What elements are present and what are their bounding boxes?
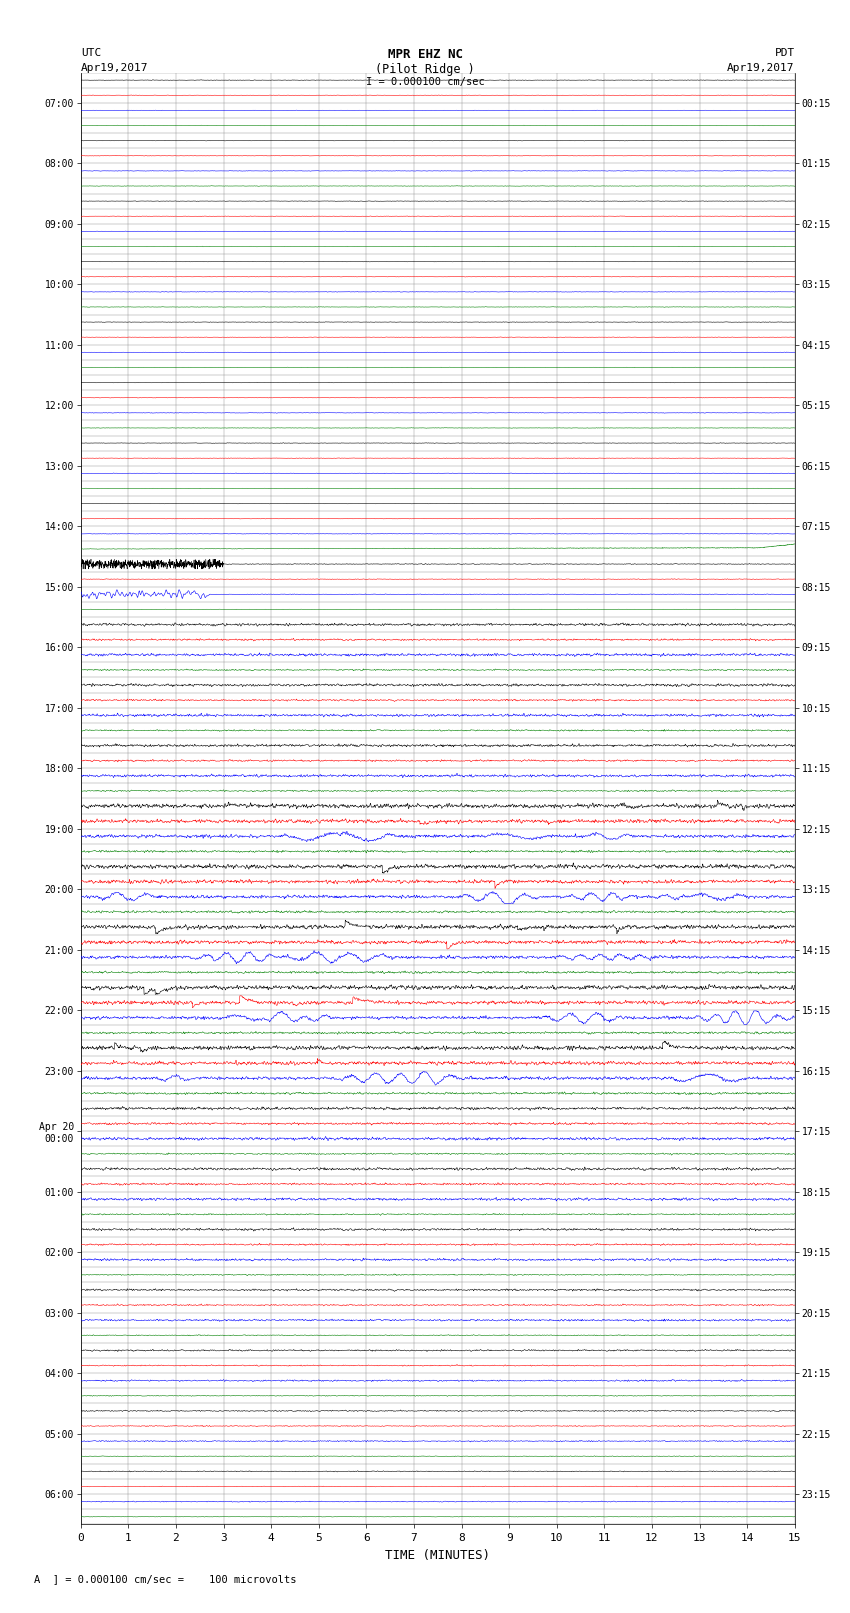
Text: MPR EHZ NC: MPR EHZ NC — [388, 48, 462, 61]
Text: Apr19,2017: Apr19,2017 — [728, 63, 795, 73]
Text: (Pilot Ridge ): (Pilot Ridge ) — [375, 63, 475, 76]
Text: Apr19,2017: Apr19,2017 — [81, 63, 148, 73]
Text: I = 0.000100 cm/sec: I = 0.000100 cm/sec — [366, 77, 484, 87]
Text: A  ] = 0.000100 cm/sec =    100 microvolts: A ] = 0.000100 cm/sec = 100 microvolts — [34, 1574, 297, 1584]
Text: PDT: PDT — [774, 48, 795, 58]
X-axis label: TIME (MINUTES): TIME (MINUTES) — [385, 1548, 490, 1561]
Text: UTC: UTC — [81, 48, 101, 58]
